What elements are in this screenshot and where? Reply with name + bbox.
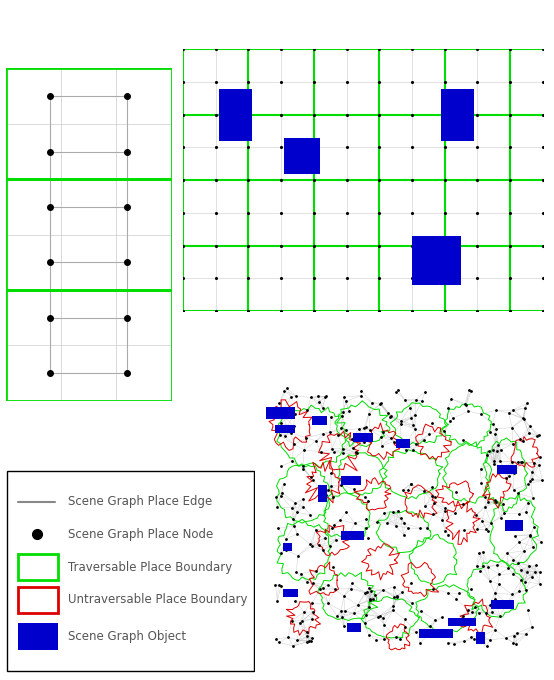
Bar xyxy=(284,589,298,598)
Text: Traversable Place Boundary: Traversable Place Boundary xyxy=(68,560,232,574)
Bar xyxy=(318,485,327,503)
Bar xyxy=(275,424,295,433)
Bar xyxy=(6,180,172,290)
Bar xyxy=(396,439,410,447)
Bar xyxy=(412,236,461,285)
Bar xyxy=(6,69,172,180)
Bar xyxy=(505,520,522,531)
Bar xyxy=(352,433,373,442)
Bar xyxy=(341,531,364,540)
Bar xyxy=(266,407,295,419)
Bar xyxy=(18,587,58,613)
Bar xyxy=(476,632,485,643)
Bar xyxy=(448,617,476,626)
Text: Scene Graph Object: Scene Graph Object xyxy=(68,630,186,643)
Bar xyxy=(496,465,517,473)
Text: Scene Graph Place Node: Scene Graph Place Node xyxy=(68,528,213,541)
Text: Untraversable Place Boundary: Untraversable Place Boundary xyxy=(68,593,248,607)
Bar xyxy=(6,290,172,401)
Bar xyxy=(18,554,58,580)
Bar xyxy=(341,477,361,485)
Bar xyxy=(419,629,453,638)
Bar xyxy=(442,88,474,141)
Text: Scene Graph Place Edge: Scene Graph Place Edge xyxy=(68,495,212,509)
Bar xyxy=(284,137,320,173)
Bar xyxy=(347,624,361,632)
Bar xyxy=(284,543,292,551)
Bar xyxy=(219,88,252,141)
Bar xyxy=(18,624,58,649)
Bar xyxy=(491,600,514,609)
Bar xyxy=(312,416,327,424)
